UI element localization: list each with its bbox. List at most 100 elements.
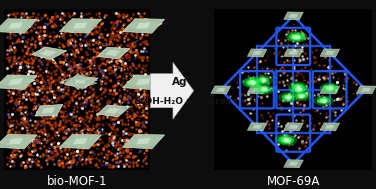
Circle shape <box>298 94 305 98</box>
Circle shape <box>320 99 327 102</box>
Polygon shape <box>73 23 88 28</box>
Polygon shape <box>135 79 153 85</box>
Polygon shape <box>35 104 63 116</box>
Polygon shape <box>123 19 165 33</box>
Circle shape <box>288 32 307 42</box>
Polygon shape <box>284 160 303 168</box>
Polygon shape <box>136 22 150 29</box>
Circle shape <box>318 98 330 104</box>
Polygon shape <box>64 135 99 148</box>
Polygon shape <box>127 20 162 32</box>
Polygon shape <box>288 51 298 55</box>
Polygon shape <box>127 76 162 88</box>
Polygon shape <box>85 77 97 84</box>
Polygon shape <box>97 47 130 59</box>
Polygon shape <box>75 74 89 80</box>
Polygon shape <box>59 19 102 33</box>
Polygon shape <box>288 125 298 129</box>
Circle shape <box>320 83 339 93</box>
Circle shape <box>314 96 333 105</box>
Polygon shape <box>252 88 262 92</box>
Polygon shape <box>0 75 37 89</box>
Circle shape <box>246 79 258 85</box>
Circle shape <box>276 135 294 144</box>
Polygon shape <box>247 123 267 131</box>
Polygon shape <box>8 138 25 145</box>
Circle shape <box>279 93 297 102</box>
Circle shape <box>288 82 307 92</box>
Bar <box>214 9 372 170</box>
FancyArrow shape <box>150 62 194 119</box>
Polygon shape <box>72 138 89 144</box>
Polygon shape <box>284 12 303 20</box>
Polygon shape <box>105 50 121 56</box>
Circle shape <box>294 85 301 89</box>
Circle shape <box>293 86 305 92</box>
Circle shape <box>282 94 294 100</box>
Polygon shape <box>361 88 371 92</box>
Polygon shape <box>325 125 335 129</box>
Circle shape <box>285 96 291 99</box>
Circle shape <box>249 81 256 84</box>
Polygon shape <box>123 134 165 149</box>
Polygon shape <box>288 14 298 18</box>
Circle shape <box>292 91 311 101</box>
Polygon shape <box>284 123 303 131</box>
Text: bio-MOF-1: bio-MOF-1 <box>47 175 107 188</box>
Text: EtOH-H₂O mixtures: EtOH-H₂O mixtures <box>134 97 231 106</box>
Circle shape <box>286 32 305 42</box>
Polygon shape <box>0 135 35 148</box>
Polygon shape <box>136 138 150 144</box>
Polygon shape <box>325 51 335 55</box>
Polygon shape <box>135 22 153 29</box>
Polygon shape <box>73 22 88 29</box>
Circle shape <box>255 85 274 94</box>
Polygon shape <box>85 80 97 87</box>
Circle shape <box>261 88 268 91</box>
Polygon shape <box>75 83 89 90</box>
Polygon shape <box>247 86 267 94</box>
Circle shape <box>292 35 299 39</box>
Polygon shape <box>8 138 23 144</box>
Polygon shape <box>247 49 267 57</box>
Circle shape <box>296 93 308 99</box>
Polygon shape <box>135 138 152 144</box>
Polygon shape <box>41 108 55 113</box>
Circle shape <box>323 85 335 91</box>
Polygon shape <box>320 49 340 57</box>
Polygon shape <box>73 138 88 144</box>
Bar <box>4 9 150 170</box>
Polygon shape <box>0 76 35 88</box>
Polygon shape <box>252 51 262 55</box>
Polygon shape <box>65 76 98 88</box>
Text: MOF-69A: MOF-69A <box>267 175 320 188</box>
Polygon shape <box>105 108 121 114</box>
Circle shape <box>290 34 302 40</box>
Polygon shape <box>320 123 340 131</box>
Circle shape <box>290 85 308 94</box>
Polygon shape <box>320 86 340 94</box>
Polygon shape <box>8 23 25 29</box>
Polygon shape <box>288 162 298 166</box>
Circle shape <box>292 34 304 40</box>
Circle shape <box>259 79 266 82</box>
Polygon shape <box>0 20 34 32</box>
Polygon shape <box>7 79 25 85</box>
Circle shape <box>257 77 269 83</box>
Polygon shape <box>136 78 150 85</box>
Circle shape <box>278 136 297 145</box>
Circle shape <box>258 86 270 92</box>
Text: Ag⁺: Ag⁺ <box>172 77 193 87</box>
Polygon shape <box>97 105 130 117</box>
Circle shape <box>279 136 291 143</box>
Circle shape <box>282 138 288 141</box>
Polygon shape <box>356 86 376 94</box>
Polygon shape <box>0 134 37 149</box>
Polygon shape <box>59 134 102 149</box>
Polygon shape <box>325 88 335 92</box>
Polygon shape <box>284 49 303 57</box>
Polygon shape <box>216 88 226 92</box>
Circle shape <box>253 76 272 85</box>
Circle shape <box>243 78 262 87</box>
Circle shape <box>247 80 259 86</box>
